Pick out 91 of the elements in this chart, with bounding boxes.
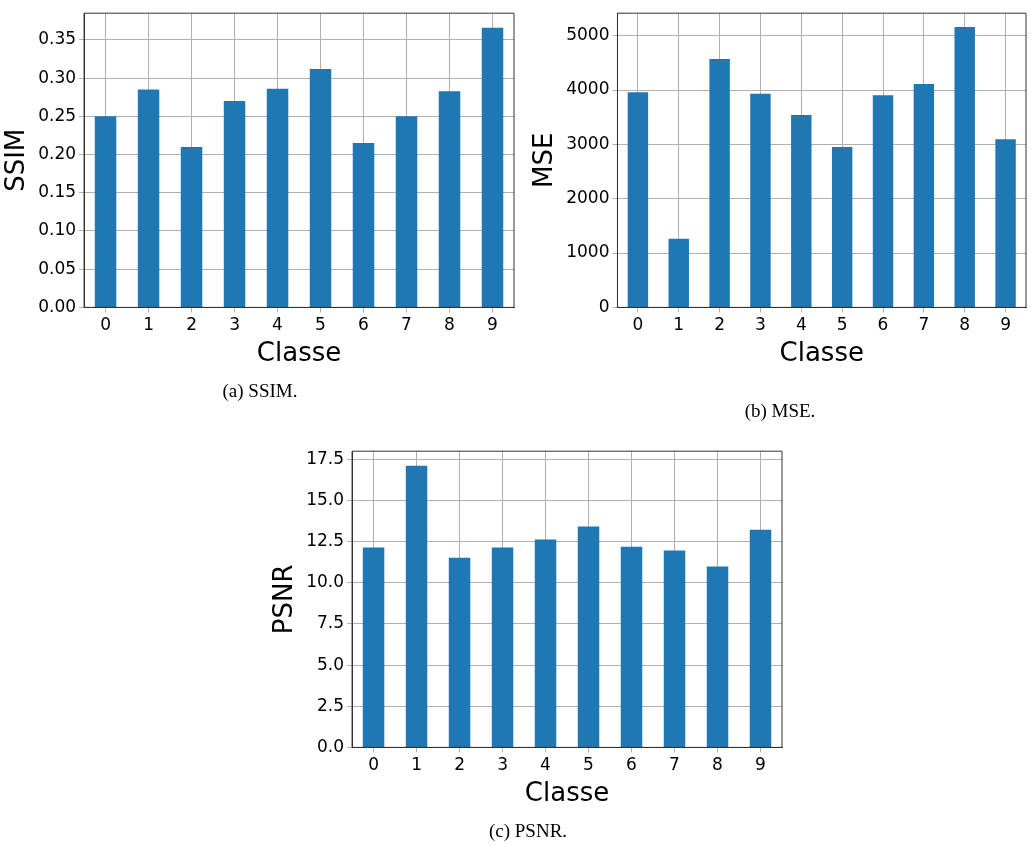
bar xyxy=(266,88,289,307)
x-tick-label: 8 xyxy=(959,314,971,335)
text: (c) PSNR. xyxy=(487,820,569,842)
bar xyxy=(405,465,428,747)
x-tick-label: 3 xyxy=(229,314,240,335)
x-tick-label: 9 xyxy=(1000,314,1011,335)
bar xyxy=(309,68,332,307)
bar xyxy=(954,27,975,307)
y-tick-label: 0.00 xyxy=(38,295,77,316)
x-tick-label: 5 xyxy=(315,314,326,335)
y-tick-label: 3000 xyxy=(566,132,610,153)
bar xyxy=(395,116,418,307)
y-tick-label: 0.35 xyxy=(38,28,77,49)
y-tick-label: 4000 xyxy=(566,78,610,99)
x-tick-label: 4 xyxy=(272,314,283,335)
x-tick-label: 2 xyxy=(186,314,197,335)
x-tick-label: 5 xyxy=(583,754,594,775)
y-tick-label: 15.0 xyxy=(306,488,345,509)
y-axis-title: MSE xyxy=(528,132,559,188)
x-tick-label: 4 xyxy=(540,754,551,775)
bar xyxy=(709,58,730,307)
bar xyxy=(362,547,385,747)
x-tick-label: 2 xyxy=(454,754,465,775)
x-tick-label: 6 xyxy=(877,314,889,335)
y-tick-label: 5000 xyxy=(566,24,610,45)
bar xyxy=(750,93,771,307)
x-tick-label: 7 xyxy=(669,754,680,775)
bar xyxy=(627,92,649,307)
x-tick-label: 9 xyxy=(755,754,766,775)
bar xyxy=(706,566,729,747)
bar xyxy=(663,550,686,747)
y-axis-title: PSNR xyxy=(268,564,299,635)
bar xyxy=(872,95,894,307)
bar xyxy=(749,529,772,747)
bar xyxy=(791,115,812,307)
x-tick-label: 1 xyxy=(143,314,154,335)
x-tick-label: 1 xyxy=(673,314,685,335)
y-tick-label: 0.20 xyxy=(38,142,77,163)
bar xyxy=(223,101,246,307)
x-axis-title: Classe xyxy=(779,337,864,368)
x-tick-label: 1 xyxy=(411,754,422,775)
y-tick-label: 7.5 xyxy=(317,612,345,633)
y-tick-label: 0.30 xyxy=(38,66,77,87)
bar xyxy=(534,539,557,747)
x-tick-label: 0 xyxy=(632,314,644,335)
y-tick-label: 0.15 xyxy=(38,181,77,202)
x-axis-title: Classe xyxy=(524,777,610,808)
y-tick-label: 0.05 xyxy=(38,257,77,278)
x-tick-label: 9 xyxy=(487,314,498,335)
bar xyxy=(94,116,117,307)
x-tick-label: 6 xyxy=(626,754,637,775)
y-tick-label: 0 xyxy=(598,295,610,316)
bar xyxy=(577,526,600,747)
y-tick-label: 1000 xyxy=(566,241,610,262)
bar xyxy=(448,557,471,747)
x-tick-label: 8 xyxy=(444,314,455,335)
y-tick-label: 12.5 xyxy=(306,530,345,551)
y-tick-label: 5.0 xyxy=(317,653,345,674)
x-tick-label: 3 xyxy=(755,314,766,335)
x-tick-label: 7 xyxy=(401,314,412,335)
x-axis-title: Classe xyxy=(256,337,342,368)
bar xyxy=(481,27,504,307)
bar xyxy=(352,143,375,307)
y-axis-title: SSIM xyxy=(0,128,31,192)
x-tick-label: 3 xyxy=(497,754,508,775)
text: (b) MSE. xyxy=(743,400,817,422)
y-tick-label: 2000 xyxy=(566,187,610,208)
bar xyxy=(668,238,689,307)
bar xyxy=(137,89,160,307)
bar xyxy=(438,91,461,307)
x-tick-label: 0 xyxy=(100,314,111,335)
x-tick-label: 6 xyxy=(358,314,369,335)
bar xyxy=(180,146,203,307)
y-tick-label: 10.0 xyxy=(306,571,345,592)
bar xyxy=(491,547,514,747)
bar xyxy=(831,146,853,307)
x-tick-label: 5 xyxy=(836,314,848,335)
x-tick-label: 0 xyxy=(368,754,379,775)
y-tick-label: 0.25 xyxy=(38,104,77,125)
y-tick-label: 0.10 xyxy=(38,219,77,240)
x-tick-label: 4 xyxy=(795,314,807,335)
text: (a) SSIM. xyxy=(221,380,299,402)
y-tick-label: 17.5 xyxy=(306,447,345,468)
y-tick-label: 2.5 xyxy=(317,694,345,715)
bar xyxy=(620,546,643,747)
bar xyxy=(995,139,1016,307)
y-tick-label: 0.0 xyxy=(317,735,345,756)
x-tick-label: 2 xyxy=(714,314,726,335)
x-tick-label: 7 xyxy=(918,314,930,335)
x-tick-label: 8 xyxy=(712,754,723,775)
bar xyxy=(913,84,935,307)
